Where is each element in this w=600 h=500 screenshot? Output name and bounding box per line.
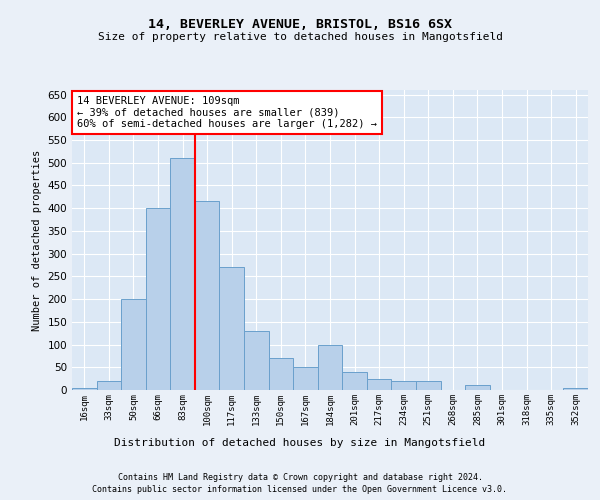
- Bar: [563, 388, 588, 390]
- Bar: [367, 378, 391, 390]
- Bar: [121, 299, 146, 390]
- Bar: [391, 381, 416, 390]
- Bar: [146, 208, 170, 390]
- Bar: [293, 368, 318, 390]
- Text: 14, BEVERLEY AVENUE, BRISTOL, BS16 6SX: 14, BEVERLEY AVENUE, BRISTOL, BS16 6SX: [148, 18, 452, 30]
- Text: Contains public sector information licensed under the Open Government Licence v3: Contains public sector information licen…: [92, 485, 508, 494]
- Bar: [97, 381, 121, 390]
- Bar: [195, 202, 220, 390]
- Text: Distribution of detached houses by size in Mangotsfield: Distribution of detached houses by size …: [115, 438, 485, 448]
- Bar: [170, 158, 195, 390]
- Bar: [416, 381, 440, 390]
- Bar: [72, 388, 97, 390]
- Bar: [269, 358, 293, 390]
- Text: Size of property relative to detached houses in Mangotsfield: Size of property relative to detached ho…: [97, 32, 503, 42]
- Bar: [342, 372, 367, 390]
- Bar: [244, 331, 269, 390]
- Text: Contains HM Land Registry data © Crown copyright and database right 2024.: Contains HM Land Registry data © Crown c…: [118, 472, 482, 482]
- Bar: [465, 386, 490, 390]
- Bar: [220, 268, 244, 390]
- Bar: [318, 344, 342, 390]
- Y-axis label: Number of detached properties: Number of detached properties: [32, 150, 42, 330]
- Text: 14 BEVERLEY AVENUE: 109sqm
← 39% of detached houses are smaller (839)
60% of sem: 14 BEVERLEY AVENUE: 109sqm ← 39% of deta…: [77, 96, 377, 129]
